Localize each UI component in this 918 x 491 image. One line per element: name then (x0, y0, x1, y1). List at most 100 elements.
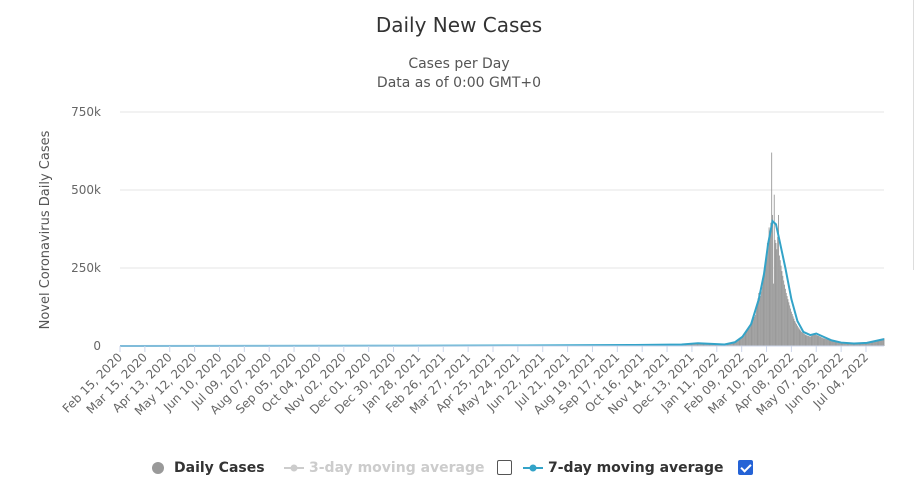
bar-daily-cases (772, 283, 774, 346)
bar-daily-cases (775, 243, 777, 346)
bar-daily-cases (817, 335, 819, 346)
bar-daily-cases (880, 339, 882, 346)
bar-daily-cases (748, 328, 749, 346)
bar-daily-cases (844, 342, 846, 346)
bar-daily-cases (829, 339, 831, 346)
bar-daily-cases (767, 247, 769, 346)
bar-daily-cases (814, 334, 815, 346)
bar-daily-cases (874, 341, 876, 346)
bar-daily-cases (732, 343, 734, 346)
circle-icon (152, 462, 164, 474)
bar-daily-cases (735, 342, 737, 346)
bar-daily-cases (868, 342, 870, 346)
bar-daily-cases (838, 341, 840, 346)
bar-daily-cases (862, 343, 864, 346)
bar-daily-cases (806, 335, 808, 346)
bar-daily-cases (764, 267, 766, 346)
bar-daily-cases (830, 340, 832, 346)
bar-daily-cases (874, 341, 876, 346)
bar-daily-cases (850, 343, 852, 346)
bar-daily-cases (702, 343, 704, 346)
y-axis-ticks: 0 250k 500k 750k (71, 105, 101, 353)
bar-daily-cases (832, 340, 834, 346)
bar-daily-cases (812, 335, 814, 346)
checkbox-7-day-moving-average[interactable] (738, 460, 753, 475)
bar-daily-cases (873, 341, 875, 346)
bar-daily-cases (868, 342, 870, 346)
bar-daily-cases (862, 343, 864, 346)
bar-daily-cases (728, 344, 730, 346)
bar-daily-cases (820, 336, 821, 346)
bar-daily-cases (779, 260, 781, 346)
bar-daily-cases (760, 291, 762, 346)
bar-daily-cases (838, 341, 839, 346)
bar-daily-cases (782, 275, 784, 346)
bar-daily-cases (753, 318, 755, 346)
y-axis-label: Novel Coronavirus Daily Cases (38, 130, 53, 329)
bar-daily-cases (790, 311, 792, 346)
bar-daily-cases (689, 343, 691, 346)
bar-daily-cases (795, 322, 797, 346)
right-edge-divider (913, 0, 918, 270)
bar-daily-cases (778, 255, 780, 346)
bar-daily-cases (745, 331, 747, 346)
bar-daily-cases (692, 343, 694, 346)
bar-daily-cases (690, 343, 692, 346)
bar-daily-cases (808, 336, 810, 346)
bar-daily-cases (843, 342, 845, 346)
bar-daily-cases (867, 342, 869, 346)
bar-daily-cases (754, 314, 756, 346)
bar-daily-cases (756, 303, 758, 346)
bar-daily-cases (760, 296, 761, 346)
bar-daily-cases (879, 339, 881, 346)
bar-daily-cases (706, 343, 708, 346)
bar-daily-cases (705, 343, 707, 346)
bar-daily-cases (696, 342, 698, 346)
bar-daily-cases (721, 344, 723, 346)
bar-daily-cases (730, 343, 732, 346)
bar-daily-cases (706, 343, 707, 346)
bar-daily-cases (833, 340, 835, 346)
bar-daily-cases (790, 308, 791, 346)
legend-item-7-day-moving-average[interactable]: 7-day moving average (522, 456, 724, 480)
bar-daily-cases (813, 334, 815, 346)
bar-daily-cases (840, 342, 842, 346)
bar-daily-cases (777, 236, 779, 346)
bar-daily-cases (860, 343, 862, 346)
bar-daily-cases (856, 343, 858, 346)
bar-daily-cases (816, 335, 818, 346)
bar-daily-cases (697, 342, 699, 346)
bar-daily-cases (849, 343, 851, 346)
checkbox-3-day-moving-average[interactable] (497, 460, 512, 475)
bar-daily-cases (757, 298, 759, 346)
line-marker-icon (284, 464, 304, 472)
bar-daily-cases (725, 344, 727, 346)
bar-daily-cases (836, 341, 838, 346)
legend-item-3-day-moving-average[interactable]: 3-day moving average (283, 456, 485, 480)
bar-daily-cases (780, 265, 782, 346)
bar-daily-cases (881, 338, 883, 346)
bar-daily-cases (742, 336, 743, 346)
bar-daily-cases (740, 338, 742, 346)
bar-daily-cases (839, 342, 841, 346)
bar-daily-cases (730, 343, 731, 346)
bar-daily-cases (835, 341, 837, 346)
bar-daily-cases (770, 222, 772, 346)
chart-plot: 0 250k 500k 750k Novel Coronavirus Daily Ca… (38, 105, 885, 418)
bar-daily-cases (854, 343, 856, 346)
bar-daily-cases (765, 263, 767, 346)
bar-daily-cases (864, 342, 866, 346)
bar-daily-cases (763, 271, 765, 346)
bar-daily-cases (688, 343, 689, 346)
bar-daily-cases (837, 341, 839, 346)
bar-daily-cases (871, 341, 873, 346)
legend-item-daily-cases[interactable]: Daily Cases (150, 456, 265, 480)
bar-daily-cases (778, 214, 779, 346)
bar-daily-cases (769, 233, 771, 346)
bar-daily-cases (736, 341, 737, 346)
bar-daily-cases (796, 325, 798, 346)
bar-daily-cases (791, 314, 793, 346)
bar-daily-cases (832, 340, 833, 346)
bar-daily-cases (738, 339, 740, 346)
bar-daily-cases (851, 343, 853, 346)
